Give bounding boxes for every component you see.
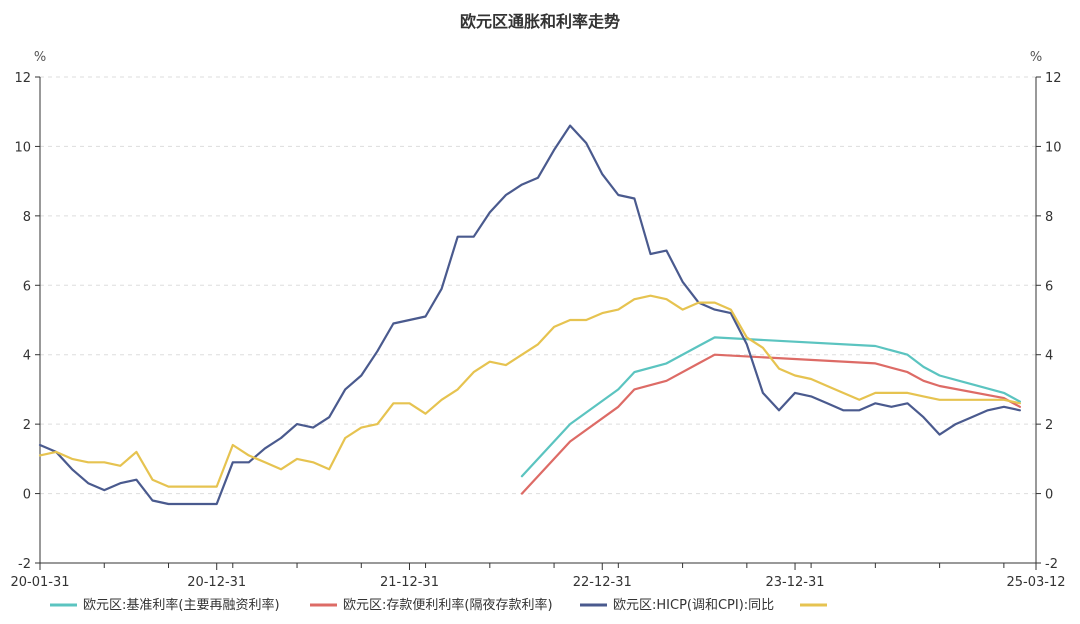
grid-lines (40, 76, 1036, 564)
legend-label-1: 欧元区:基准利率(主要再融资利率) (83, 597, 280, 613)
x-tick-label: 25-03-12 (1006, 575, 1065, 590)
x-tick-label: 20-12-31 (187, 575, 246, 590)
right-y-tick-label: 4 (1045, 349, 1053, 364)
left-y-tick-label: 10 (14, 140, 31, 155)
series-line-1 (520, 336, 1021, 478)
series-line-3 (38, 124, 1021, 506)
x-tick-label: 22-12-31 (573, 575, 632, 590)
legend-label-3: 欧元区:HICP(调和CPI):同比 (613, 598, 774, 613)
legend: 欧元区:基准利率(主要再融资利率) 欧元区:存款便利利率(隔夜存款利率) 欧元区:H… (50, 597, 827, 613)
left-y-tick-label: 12 (14, 71, 31, 86)
series-line-4 (38, 294, 1021, 488)
right-y-tick-label: 2 (1045, 418, 1053, 433)
right-y-tick-label: -2 (1045, 557, 1058, 572)
left-y-tick-label: 8 (23, 210, 31, 225)
series-line-2 (520, 353, 1021, 495)
right-y-tick-label: 12 (1045, 71, 1062, 86)
x-tick-label: 21-12-31 (380, 575, 439, 590)
x-tick-label: 23-12-31 (766, 575, 825, 590)
right-y-tick-label: 6 (1045, 279, 1053, 294)
chart-title: 欧元区通胀和利率走势 (460, 12, 620, 31)
left-y-tick-label: 6 (23, 279, 31, 294)
left-y-tick-label: -2 (18, 557, 31, 572)
right-axis-unit: % (1030, 50, 1042, 65)
axes: -2 -2 0 0 2 2 4 4 6 6 8 8 10 10 12 12 20-01-31 20-12-31 21… (10, 71, 1065, 590)
left-axis-unit: % (34, 50, 46, 65)
x-tick-label: 20-01-31 (10, 575, 69, 590)
legend-label-2: 欧元区:存款便利利率(隔夜存款利率) (343, 597, 553, 613)
left-y-tick-label: 0 (23, 488, 31, 503)
left-y-tick-label: 4 (23, 349, 31, 364)
series-lines (38, 124, 1021, 506)
right-y-tick-label: 10 (1045, 140, 1062, 155)
right-y-tick-label: 0 (1045, 488, 1053, 503)
left-y-tick-label: 2 (23, 418, 31, 433)
right-y-tick-label: 8 (1045, 210, 1053, 225)
